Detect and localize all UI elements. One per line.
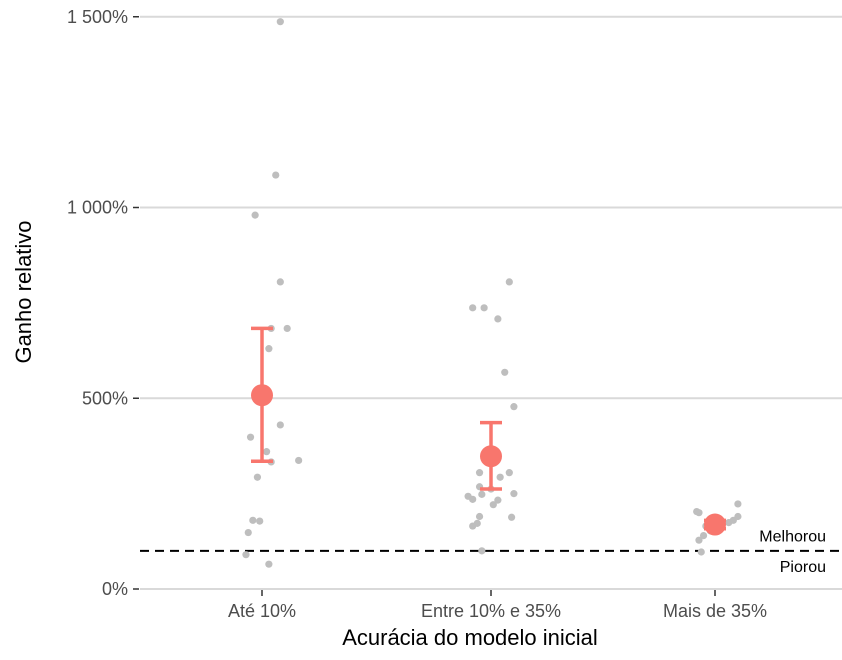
data-point	[475, 469, 484, 477]
data-point	[262, 448, 271, 456]
data-point	[725, 519, 733, 527]
data-point	[510, 490, 518, 498]
data-point	[249, 516, 257, 524]
data-point	[478, 490, 486, 498]
data-point	[734, 500, 742, 508]
data-point	[494, 496, 502, 504]
summary-group	[251, 326, 273, 463]
data-point	[695, 509, 703, 517]
data-point	[496, 473, 504, 481]
data-point	[246, 433, 255, 441]
data-point	[505, 469, 513, 477]
y-axis-ticks: 0% 500% 1 000% 1 500%	[67, 7, 139, 599]
data-point	[242, 551, 250, 559]
data-point	[256, 517, 264, 525]
data-point	[510, 403, 518, 411]
x-axis-title: Acurácia do modelo inicial	[342, 625, 598, 650]
x-tick-label: Até 10%	[228, 601, 296, 621]
annotation-melhorou: Melhorou	[759, 529, 826, 546]
reference-layer: Melhorou Piorou	[140, 529, 842, 576]
data-point	[265, 345, 273, 353]
mean-point	[704, 513, 726, 536]
data-point	[469, 304, 477, 312]
data-point	[695, 536, 703, 544]
data-point	[265, 560, 273, 568]
data-point	[697, 548, 705, 556]
data-point	[489, 501, 497, 509]
y-axis-title: Ganho relativo	[11, 220, 36, 363]
data-point	[505, 278, 513, 286]
annotation-piorou: Piorou	[780, 559, 826, 576]
y-tick-label: 1 500%	[67, 7, 128, 27]
data-point	[251, 211, 259, 219]
summary-group	[480, 420, 502, 491]
data-point	[501, 368, 509, 376]
data-point	[469, 522, 477, 530]
x-tick-label: Mais de 35%	[663, 601, 767, 621]
data-point	[478, 547, 486, 555]
data-point	[699, 531, 708, 540]
mean-point	[251, 384, 273, 407]
x-axis-ticks: Até 10% Entre 10% e 35% Mais de 35%	[228, 590, 767, 621]
data-point	[494, 315, 502, 323]
data-point	[276, 18, 284, 26]
summary-markers	[251, 326, 726, 536]
y-tick-label: 1 000%	[67, 198, 128, 218]
y-tick-label: 0%	[102, 579, 128, 599]
data-point	[272, 171, 280, 179]
data-point	[475, 512, 484, 521]
data-point	[295, 456, 303, 465]
data-point	[480, 304, 488, 312]
data-point	[283, 324, 291, 333]
x-tick-label: Entre 10% e 35%	[421, 601, 561, 621]
y-tick-label: 500%	[82, 388, 128, 408]
data-point	[276, 278, 284, 286]
summary-group	[704, 513, 726, 536]
data-point	[469, 495, 477, 503]
mean-point	[480, 445, 502, 468]
data-point	[508, 513, 516, 521]
data-point	[276, 421, 284, 429]
data-point	[253, 473, 262, 481]
data-point	[244, 528, 252, 537]
